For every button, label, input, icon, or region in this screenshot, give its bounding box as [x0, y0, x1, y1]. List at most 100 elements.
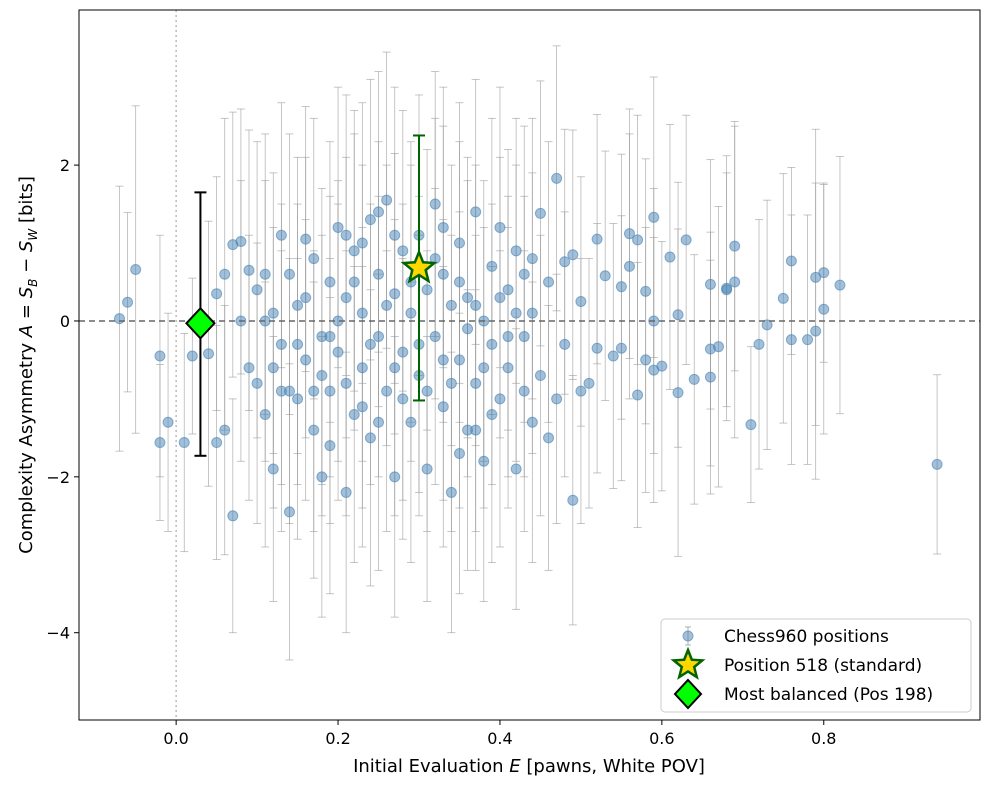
- data-point: [534, 207, 546, 219]
- x-tick-label: 0.6: [649, 729, 674, 748]
- data-point: [575, 385, 587, 397]
- data-point: [340, 377, 352, 389]
- data-point: [421, 463, 433, 475]
- x-tick-label: 0.2: [325, 729, 350, 748]
- data-point: [510, 463, 522, 475]
- data-point: [381, 299, 393, 311]
- data-point: [437, 268, 449, 280]
- legend: Chess960 positions Position 518 (standar…: [660, 618, 972, 713]
- data-point: [721, 284, 733, 296]
- data-point: [818, 267, 830, 279]
- data-point: [292, 299, 304, 311]
- data-point: [640, 285, 652, 297]
- data-point: [623, 228, 635, 240]
- data-point: [648, 211, 660, 223]
- data-point: [462, 323, 474, 335]
- y-tick-label: 0: [60, 312, 70, 331]
- data-point: [704, 371, 716, 383]
- data-point: [308, 424, 320, 436]
- data-point: [178, 437, 190, 449]
- data-point: [494, 393, 506, 405]
- data-point: [551, 393, 563, 405]
- data-point: [421, 385, 433, 397]
- data-point: [227, 510, 239, 522]
- data-point: [567, 249, 579, 261]
- data-point: [405, 307, 417, 319]
- data-point: [453, 237, 465, 249]
- error-bars-layer: [115, 45, 942, 661]
- data-point: [243, 264, 255, 276]
- data-point: [453, 447, 465, 459]
- data-point: [704, 278, 716, 290]
- data-point: [364, 214, 376, 226]
- data-point: [348, 276, 360, 288]
- data-point: [275, 229, 287, 241]
- highlight-layer: [185, 134, 438, 457]
- data-point: [518, 385, 530, 397]
- data-point: [486, 338, 498, 350]
- data-point: [810, 271, 822, 283]
- data-point: [615, 281, 627, 293]
- data-point: [445, 299, 457, 311]
- data-point: [122, 296, 134, 308]
- data-point: [745, 419, 757, 431]
- data-point: [445, 486, 457, 498]
- data-point: [283, 268, 295, 280]
- data-point: [656, 360, 668, 372]
- data-point: [373, 206, 385, 218]
- data-point: [437, 221, 449, 233]
- legend-marker-points: [682, 626, 694, 646]
- data-point: [389, 471, 401, 483]
- position-518-star-marker: [400, 248, 438, 284]
- plot-frame: [78, 9, 981, 721]
- data-point: [526, 253, 538, 265]
- data-point: [340, 229, 352, 241]
- data-point: [607, 350, 619, 362]
- data-point: [672, 387, 684, 399]
- data-point: [761, 319, 773, 331]
- data-point: [373, 416, 385, 428]
- data-point: [373, 268, 385, 280]
- data-point: [267, 463, 279, 475]
- data-point: [534, 370, 546, 382]
- data-point: [373, 331, 385, 343]
- legend-marker-star: [670, 646, 706, 680]
- data-point: [518, 331, 530, 343]
- data-point: [502, 284, 514, 296]
- data-point: [283, 506, 295, 518]
- data-point: [300, 292, 312, 304]
- data-point: [211, 288, 223, 300]
- data-point: [235, 235, 247, 247]
- data-point: [292, 393, 304, 405]
- data-point: [130, 264, 142, 276]
- x-tick-label: 0.4: [487, 729, 512, 748]
- data-point: [356, 401, 368, 413]
- data-point: [332, 221, 344, 233]
- y-tick-label: −4: [46, 624, 70, 643]
- data-point: [381, 385, 393, 397]
- x-tick-label: 0.8: [811, 729, 836, 748]
- data-point: [154, 437, 166, 449]
- data-point: [559, 256, 571, 268]
- data-point: [486, 408, 498, 420]
- data-point: [267, 362, 279, 374]
- data-point: [308, 385, 320, 397]
- y-tick-label: −2: [46, 468, 70, 487]
- data-point: [389, 229, 401, 241]
- legend-label-most-balanced: Most balanced (Pos 198): [724, 685, 933, 705]
- data-point: [316, 471, 328, 483]
- data-point: [356, 362, 368, 374]
- data-point: [729, 240, 741, 252]
- data-point: [470, 299, 482, 311]
- points-layer: [113, 172, 943, 522]
- data-point: [300, 233, 312, 245]
- data-point: [785, 255, 797, 267]
- data-point: [591, 233, 603, 245]
- data-point: [113, 313, 125, 325]
- data-point: [543, 432, 555, 444]
- data-point: [356, 237, 368, 249]
- data-point: [356, 307, 368, 319]
- data-point: [219, 268, 231, 280]
- data-point: [421, 284, 433, 296]
- data-point: [478, 362, 490, 374]
